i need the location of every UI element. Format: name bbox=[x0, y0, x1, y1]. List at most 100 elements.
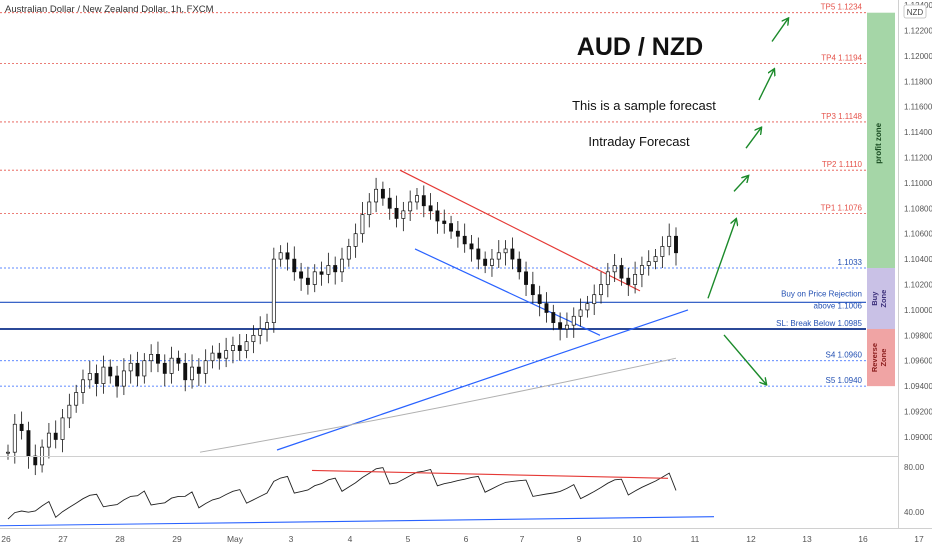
candle-body bbox=[340, 258, 344, 273]
level-label-2: TP3 1.1148 bbox=[821, 112, 862, 121]
time-tick-label: 26 bbox=[1, 534, 11, 544]
candle-body bbox=[26, 430, 31, 457]
buy-zone-label-line2: Zone bbox=[879, 290, 888, 308]
buy-zone-label-line1: Buy bbox=[870, 291, 879, 306]
trendlines bbox=[276, 169, 689, 451]
price-tick-label: 1.11000 bbox=[904, 179, 932, 188]
price-pane[interactable] bbox=[0, 0, 898, 456]
rsi-support-line bbox=[0, 516, 715, 527]
candle-body bbox=[578, 309, 583, 317]
candle-body bbox=[619, 265, 624, 279]
time-tick-label: 7 bbox=[520, 534, 525, 544]
candle-body bbox=[360, 214, 365, 235]
price-tick-label: 1.11200 bbox=[904, 154, 932, 163]
candle-body bbox=[483, 258, 488, 266]
symbol-title: Australian Dollar / New Zealand Dollar, … bbox=[5, 4, 214, 15]
candle-body bbox=[537, 294, 542, 304]
candle-body bbox=[564, 324, 569, 330]
candle-body bbox=[387, 197, 392, 209]
candle-body bbox=[169, 357, 174, 374]
price-axis[interactable]: 1.124001.122001.120001.118001.116001.114… bbox=[904, 1, 932, 442]
candle-body bbox=[33, 455, 38, 466]
candle-body bbox=[346, 246, 351, 260]
candle-body bbox=[353, 233, 358, 247]
candle-body bbox=[196, 366, 201, 374]
time-tick-label: 6 bbox=[464, 534, 469, 544]
candle-body bbox=[435, 210, 440, 222]
time-tick-label: 27 bbox=[58, 534, 68, 544]
candle-body bbox=[612, 265, 617, 273]
candle-body bbox=[544, 303, 549, 313]
time-tick-label: 9 bbox=[577, 534, 582, 544]
candle-body bbox=[394, 207, 399, 219]
time-tick-label: 11 bbox=[691, 534, 700, 544]
candle-body bbox=[380, 188, 385, 199]
price-tick-label: 1.09800 bbox=[904, 331, 932, 340]
downside-arrow bbox=[723, 334, 766, 384]
level-labels: TP5 1.1234 TP4 1.1194 TP3 1.1148 TP2 1.1110… bbox=[776, 3, 862, 385]
time-tick-label: 10 bbox=[632, 534, 642, 544]
candle-body bbox=[265, 322, 269, 330]
rsi-divergence-line bbox=[311, 469, 669, 479]
candle-body bbox=[517, 258, 522, 273]
time-axis[interactable]: 26 27 28 29 May 3 4 5 6 7 9 10 11 12 13 16 17 bbox=[1, 534, 924, 544]
reverse-zone-label-line1: Reverse bbox=[870, 343, 879, 372]
candle-body bbox=[74, 392, 79, 406]
projection-arrows bbox=[707, 19, 788, 384]
candle-body bbox=[6, 451, 10, 454]
rsi-pane[interactable] bbox=[0, 458, 898, 528]
rsi-tick-label: 40.00 bbox=[904, 508, 925, 517]
candle-body bbox=[108, 366, 113, 377]
candle-body bbox=[408, 201, 413, 212]
moving-average bbox=[199, 357, 677, 453]
currency-badge: NZD bbox=[907, 8, 924, 17]
channel-support-trendline bbox=[414, 248, 601, 336]
forecast-type-text: Intraday Forecast bbox=[588, 134, 690, 149]
candle-body bbox=[442, 220, 447, 224]
candle-body bbox=[660, 246, 665, 257]
target-arrow-1 bbox=[707, 219, 736, 299]
candle-body bbox=[190, 366, 194, 381]
candle-body bbox=[503, 248, 508, 254]
candle-body bbox=[428, 205, 433, 212]
sample-forecast-text: This is a sample forecast bbox=[572, 98, 716, 113]
candle-body bbox=[305, 277, 310, 285]
candle-body bbox=[271, 258, 276, 323]
price-tick-label: 1.11400 bbox=[904, 128, 932, 137]
buy-zone-block bbox=[867, 268, 895, 330]
candle-body bbox=[490, 258, 494, 266]
level-label-0: TP5 1.1234 bbox=[821, 3, 863, 12]
candle-body bbox=[149, 354, 154, 362]
price-tick-label: 1.11600 bbox=[904, 103, 932, 112]
price-tick-label: 1.09400 bbox=[904, 382, 932, 391]
level-label-5: 1.1033 bbox=[838, 258, 863, 267]
currency-badge-box[interactable] bbox=[903, 4, 927, 19]
time-tick-label: 5 bbox=[406, 534, 411, 544]
price-tick-label: 1.10200 bbox=[904, 281, 932, 290]
candle-body bbox=[646, 261, 651, 266]
candle-body bbox=[449, 223, 454, 232]
candle-body bbox=[81, 379, 85, 393]
candle-body bbox=[12, 423, 17, 453]
candle-body bbox=[633, 274, 638, 285]
candle-body bbox=[496, 252, 501, 260]
target-arrow-3 bbox=[745, 128, 761, 149]
time-tick-label: 4 bbox=[348, 534, 353, 544]
level-label-4: TP1 1.1076 bbox=[821, 203, 863, 212]
candle-body bbox=[217, 352, 222, 359]
candle-body bbox=[639, 265, 644, 275]
candle-body bbox=[258, 328, 263, 336]
level-label-3: TP2 1.1110 bbox=[822, 160, 863, 169]
candle-body bbox=[19, 423, 24, 431]
candle-body bbox=[592, 294, 597, 304]
level-label-6-line2: above 1.1006 bbox=[814, 301, 863, 310]
candle-body bbox=[476, 248, 481, 260]
price-tick-label: 1.12000 bbox=[904, 52, 932, 61]
level-label-8: S4 1.0960 bbox=[826, 351, 863, 360]
time-tick-label: 16 bbox=[858, 534, 868, 544]
candle-body bbox=[162, 362, 167, 374]
candle-body bbox=[674, 235, 678, 254]
pair-title: AUD / NZD bbox=[577, 33, 703, 61]
